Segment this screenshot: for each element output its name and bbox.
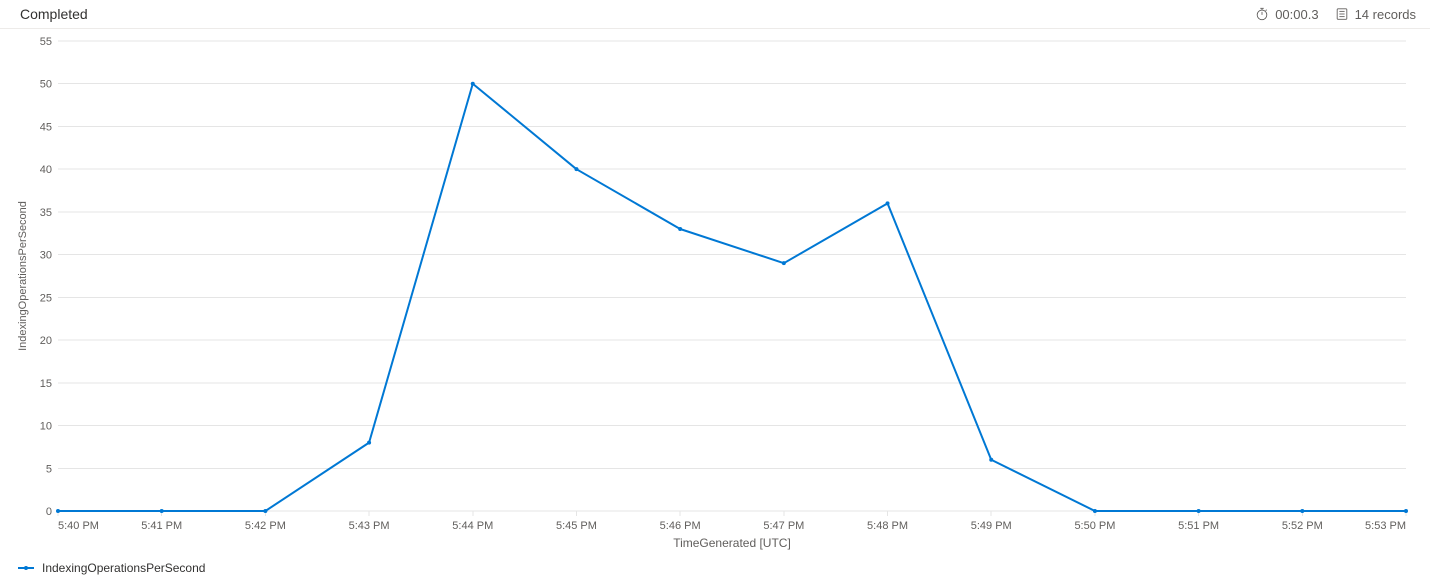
svg-text:55: 55 [40,36,52,48]
chart-area[interactable]: 0 5 10 15 20 25 30 35 40 45 50 55 5:40 PM 5:41 PM 5:42… [14,33,1416,553]
records-count: 14 records [1335,7,1416,22]
svg-text:5:47 PM: 5:47 PM [763,520,804,532]
svg-text:5:41 PM: 5:41 PM [141,520,182,532]
svg-text:5:51 PM: 5:51 PM [1178,520,1219,532]
svg-text:5:48 PM: 5:48 PM [867,520,908,532]
legend-line-icon [18,567,34,569]
svg-text:0: 0 [46,506,52,518]
query-time: 00:00.3 [1255,7,1318,22]
svg-text:25: 25 [40,292,52,304]
svg-text:10: 10 [40,421,52,433]
legend-label: IndexingOperationsPerSecond [42,561,205,575]
svg-text:5:49 PM: 5:49 PM [971,520,1012,532]
svg-text:40: 40 [40,164,52,176]
svg-text:IndexingOperationsPerSecond: IndexingOperationsPerSecond [17,201,29,351]
stopwatch-icon [1255,7,1269,21]
svg-text:5:53 PM: 5:53 PM [1365,520,1406,532]
records-value: 14 records [1355,7,1416,22]
svg-text:5:46 PM: 5:46 PM [660,520,701,532]
svg-text:5:44 PM: 5:44 PM [452,520,493,532]
records-icon [1335,7,1349,21]
svg-text:5: 5 [46,463,52,475]
header-meta: 00:00.3 14 records [1255,7,1416,22]
svg-text:50: 50 [40,79,52,91]
svg-text:TimeGenerated [UTC]: TimeGenerated [UTC] [673,536,791,550]
svg-text:15: 15 [40,378,52,390]
query-time-value: 00:00.3 [1275,7,1318,22]
svg-text:5:42 PM: 5:42 PM [245,520,286,532]
svg-text:5:50 PM: 5:50 PM [1074,520,1115,532]
line-chart-svg: 0 5 10 15 20 25 30 35 40 45 50 55 5:40 PM 5:41 PM 5:42… [14,33,1416,553]
svg-text:20: 20 [40,335,52,347]
chart-panel: Completed 00:00.3 [0,0,1430,584]
svg-text:5:45 PM: 5:45 PM [556,520,597,532]
status-label: Completed [20,6,88,22]
svg-text:5:43 PM: 5:43 PM [349,520,390,532]
svg-text:5:40 PM: 5:40 PM [58,520,99,532]
svg-text:5:52 PM: 5:52 PM [1282,520,1323,532]
svg-text:30: 30 [40,250,52,262]
chart-legend[interactable]: IndexingOperationsPerSecond [0,553,1430,575]
panel-header: Completed 00:00.3 [0,0,1430,29]
svg-text:35: 35 [40,207,52,219]
svg-text:45: 45 [40,121,52,133]
